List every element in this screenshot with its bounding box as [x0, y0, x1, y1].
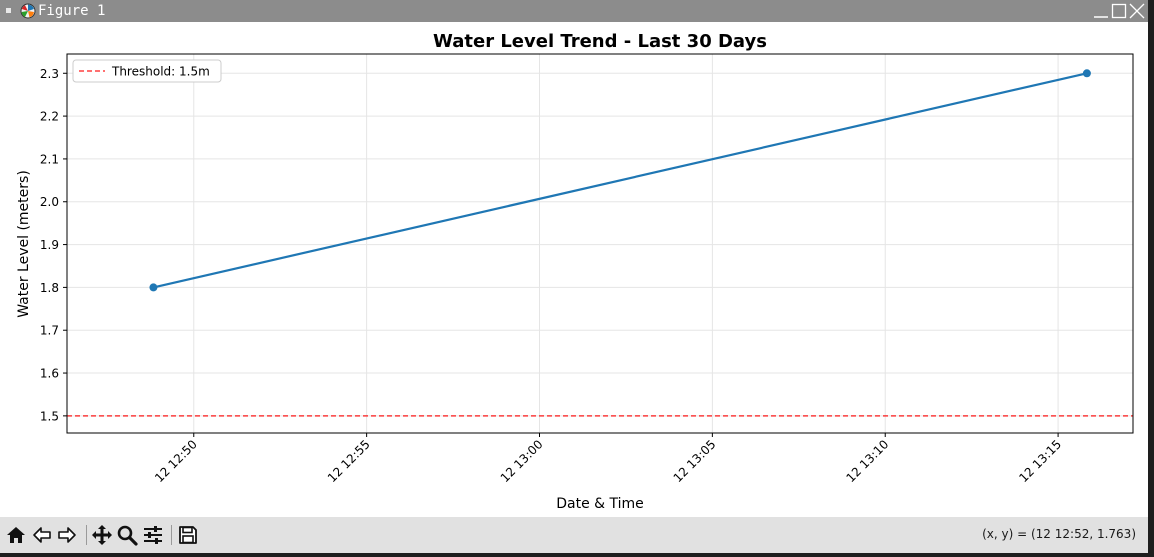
y-tick-label: 2.3 [40, 67, 59, 81]
y-tick-label: 1.6 [40, 367, 59, 381]
y-tick-label: 2.2 [40, 110, 59, 124]
figure-canvas[interactable]: Water Level Trend - Last 30 Days 1.5 1.6 1… [0, 22, 1148, 517]
x-tick-label: 12 13:10 [843, 437, 891, 485]
y-axis-label: Water Level (meters) [16, 170, 32, 318]
plot-frame [66, 53, 1134, 434]
legend-threshold-label: Threshold: 1.5m [111, 65, 210, 79]
y-tick-label: 1.8 [40, 281, 59, 295]
title-bar: Figure 1 [0, 0, 1148, 22]
series-line [153, 72, 1088, 289]
matplotlib-logo-icon [20, 3, 36, 19]
y-tick-label: 1.5 [40, 409, 59, 423]
pan-icon[interactable] [91, 524, 113, 546]
toolbar-separator [86, 525, 87, 545]
window-title: Figure 1 [38, 3, 106, 19]
minimize-icon[interactable] [1092, 2, 1110, 20]
data-point [149, 283, 158, 292]
zoom-icon[interactable] [116, 524, 138, 546]
legend-box [72, 59, 222, 83]
save-icon[interactable] [177, 524, 199, 546]
x-tick-label: 12 12:50 [152, 437, 200, 485]
legend: Threshold: 1.5m [72, 59, 222, 83]
y-tick-label: 1.7 [40, 324, 59, 338]
back-icon[interactable] [31, 524, 53, 546]
x-tick-label: 12 12:55 [325, 437, 373, 485]
chart-title: Water Level Trend - Last 30 Days [433, 31, 767, 52]
configure-icon[interactable] [142, 524, 164, 546]
x-tick-label: 12 13:15 [1016, 437, 1064, 485]
window-bottom-border [0, 553, 1148, 557]
line-chart: Water Level Trend - Last 30 Days 1.51.61… [16, 31, 1134, 512]
close-icon[interactable] [1128, 2, 1146, 20]
x-axis: 12 12:50 12 12:55 12 13:00 12 13:05 12 13:10… [152, 433, 1064, 485]
grid [67, 54, 1133, 433]
x-tick-label: 12 13:05 [671, 437, 719, 485]
x-axis-label: Date & Time [556, 496, 644, 512]
y-axis: 1.5 1.6 1.7 1.8 1.9 2.0 2.1 2.2 2.3 [40, 67, 67, 423]
navigation-toolbar: (x, y) = (12 12:52, 1.763) [0, 517, 1148, 553]
toolbar-separator [171, 525, 172, 545]
maximize-icon[interactable] [1110, 2, 1128, 20]
cursor-coordinates: (x, y) = (12 12:52, 1.763) [982, 527, 1136, 541]
data-point [1082, 69, 1091, 78]
x-tick-label: 12 13:00 [498, 437, 546, 485]
y-tick-label: 2.1 [40, 152, 59, 166]
y-tick-label: 2.0 [40, 195, 59, 209]
series-layer [149, 69, 1091, 292]
forward-icon[interactable] [56, 524, 78, 546]
window-menu-icon[interactable] [6, 8, 11, 13]
y-tick-label: 1.9 [40, 238, 59, 252]
home-icon[interactable] [5, 524, 27, 546]
